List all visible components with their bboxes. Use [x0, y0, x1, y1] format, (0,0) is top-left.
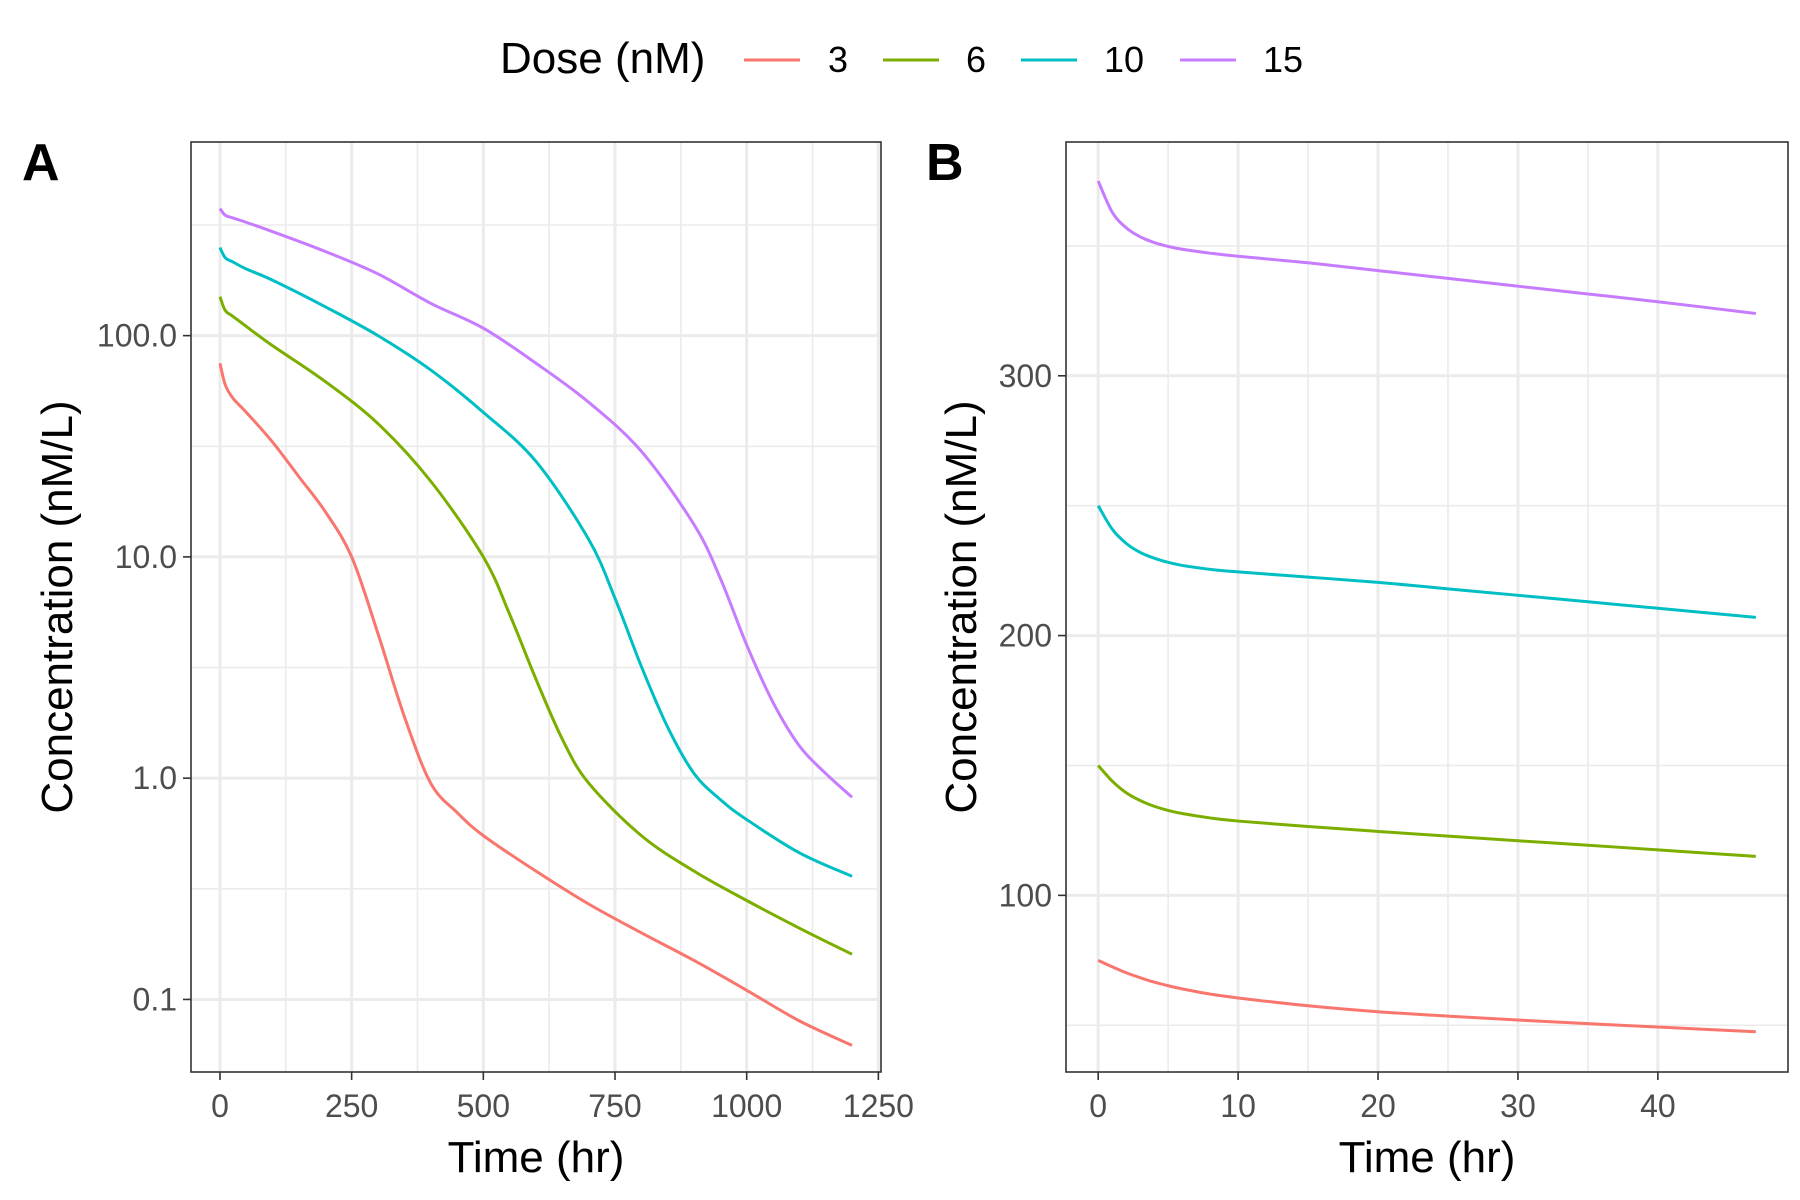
y-tick-label: 100.0: [97, 318, 177, 354]
series-line-dose-3: [218, 362, 853, 1047]
axis-ticks: 0 10 20 30 40 100 200 300: [999, 358, 1676, 1124]
series-line-dose-10: [218, 246, 853, 878]
legend-label: 15: [1263, 39, 1303, 80]
legend-label: 10: [1104, 39, 1144, 80]
x-axis-title: Time (hr): [1339, 1133, 1516, 1182]
x-tick-label: 1250: [843, 1088, 914, 1124]
x-tick-label: 40: [1640, 1088, 1676, 1124]
y-axis-title: Concentration (nM/L): [937, 400, 986, 813]
x-axis-title: Time (hr): [448, 1133, 625, 1182]
y-tick-label: 300: [999, 358, 1052, 394]
panel-a: A 0 250 500 750 1000 1250 0.1 1.0 10.0 100.0 Time…: [22, 134, 914, 1182]
plot-frame: [190, 141, 882, 1073]
y-tick-label: 10.0: [115, 539, 177, 575]
x-tick-label: 750: [588, 1088, 641, 1124]
panel-tag: A: [22, 134, 60, 192]
series-line-dose-6: [1097, 764, 1756, 858]
series-line-dose-6: [218, 296, 853, 956]
x-tick-label: 30: [1500, 1088, 1536, 1124]
series-line-dose-3: [1097, 958, 1756, 1034]
legend: Dose (nM) 3 6 10 15: [500, 34, 1303, 83]
legend-title: Dose (nM): [500, 34, 705, 83]
legend-entry: 15: [1180, 39, 1303, 80]
series-line-dose-15: [1096, 180, 1756, 315]
legend-label: 6: [966, 39, 986, 80]
plot-frame: [1065, 141, 1789, 1073]
y-tick-label: 0.1: [133, 981, 177, 1017]
y-axis-title: Concentration (nM/L): [33, 400, 82, 813]
x-tick-label: 0: [211, 1088, 229, 1124]
series-line-dose-10: [1096, 504, 1756, 619]
x-tick-label: 250: [325, 1088, 378, 1124]
panel-b: B 0 10 20 30 40 100 200 300 Time (hr) Concentra…: [926, 134, 1789, 1182]
y-tick-label: 200: [999, 618, 1052, 654]
series-group: [218, 207, 854, 1047]
series-line-dose-15: [218, 207, 854, 799]
series-group: [1096, 180, 1756, 1034]
x-tick-label: 500: [457, 1088, 510, 1124]
legend-entry: 3: [744, 39, 848, 80]
y-tick-label: 100: [999, 877, 1052, 913]
x-tick-label: 1000: [711, 1088, 782, 1124]
legend-entry: 6: [883, 39, 986, 80]
y-tick-label: 1.0: [133, 760, 177, 796]
x-tick-label: 10: [1220, 1088, 1256, 1124]
grid: [191, 142, 881, 1072]
legend-label: 3: [828, 39, 848, 80]
x-tick-label: 20: [1360, 1088, 1396, 1124]
axis-ticks: 0 250 500 750 1000 1250 0.1 1.0 10.0 100.0: [97, 318, 914, 1124]
x-tick-label: 0: [1089, 1088, 1107, 1124]
grid: [1066, 142, 1788, 1072]
panel-tag: B: [926, 134, 964, 192]
legend-entry: 10: [1021, 39, 1144, 80]
